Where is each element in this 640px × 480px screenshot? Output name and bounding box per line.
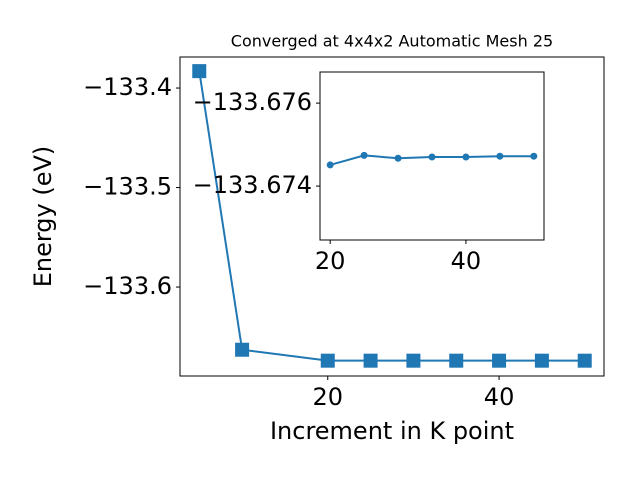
x-axis-label: Increment in K point [270,417,514,445]
data-point [235,342,250,357]
data-point [449,353,464,368]
x-tick-label: 20 [315,247,346,275]
y-tick-label: −133.4 [83,73,172,101]
y-tick-label: −133.676 [193,88,312,116]
data-point [428,153,436,161]
data-point [577,353,592,368]
data-point [534,353,549,368]
y-tick-label: −133.5 [83,173,172,201]
chart-title: Converged at 4x4x2 Automatic Mesh 25 [231,32,553,51]
data-point [406,353,421,368]
data-point [394,154,402,162]
data-point [530,152,538,160]
y-tick-label: −133.6 [83,272,172,300]
data-point [462,153,470,161]
data-point [320,353,335,368]
y-tick-label: −133.674 [193,171,312,199]
data-point [192,64,207,79]
data-point [360,151,368,159]
data-point [363,353,378,368]
x-tick-label: 20 [312,383,343,411]
data-point [492,353,507,368]
data-point [326,161,334,169]
x-tick-label: 40 [451,247,482,275]
data-point [496,152,504,160]
y-axis-label: Energy (eV) [29,146,57,288]
x-tick-label: 40 [484,383,515,411]
